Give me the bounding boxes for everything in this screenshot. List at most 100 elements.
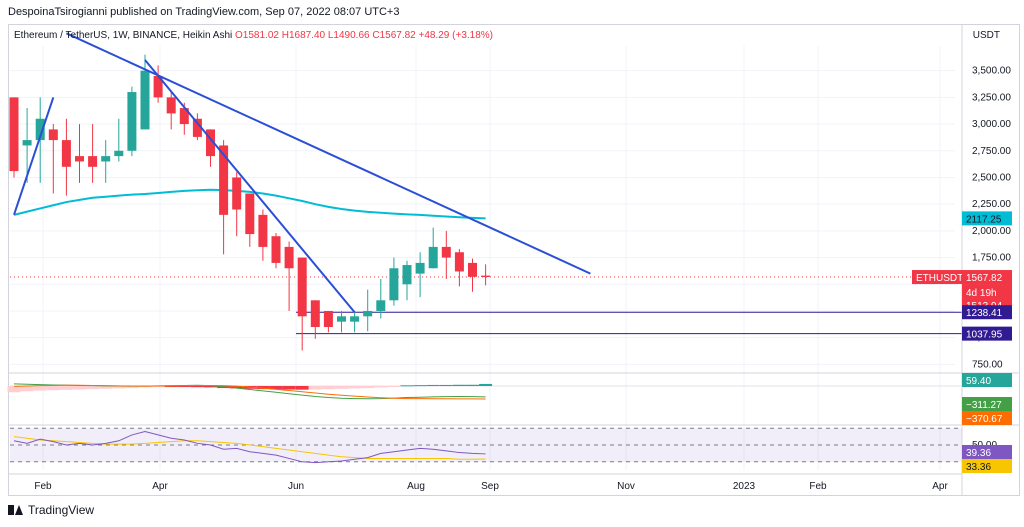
ema-value-badge-bg <box>962 211 1012 226</box>
legend-ohlc: O1581.02 H1687.40 L1490.66 C1567.82 +48.… <box>235 30 493 41</box>
candle-body <box>428 246 438 269</box>
macd-histogram-bar <box>295 386 309 390</box>
macd-histogram-bar <box>387 386 401 387</box>
macd-histogram-bar <box>308 386 322 390</box>
trendline <box>144 59 356 313</box>
macd-histogram-bar <box>321 386 335 390</box>
price-tick-label: 2,250.00 <box>972 199 1011 210</box>
macd-signal-line <box>13 384 486 400</box>
macd-histogram-bar <box>269 386 283 390</box>
chart-frame <box>8 24 1020 496</box>
macd-histogram-bar <box>439 384 453 386</box>
ticker-badge-bg <box>912 270 962 285</box>
macd-histogram-bar <box>86 386 100 390</box>
candle-body <box>153 76 163 98</box>
rsi-ma-badge: 33.36 <box>966 462 991 473</box>
candle-body <box>441 246 451 258</box>
time-tick-label: Apr <box>932 481 948 492</box>
candle-body <box>402 265 412 285</box>
candle-body <box>337 316 346 322</box>
level2-badge: 1037.95 <box>966 330 1003 341</box>
currency-label: USDT <box>972 30 1000 41</box>
macd-histogram-bar <box>177 386 191 388</box>
time-tick-label: Nov <box>617 481 635 492</box>
macd-histogram-bar <box>452 384 466 386</box>
price-badge-bg <box>962 270 1012 285</box>
macd-signal-badge-bg <box>962 411 1012 425</box>
candle-body <box>350 316 360 322</box>
candle-body <box>271 236 281 263</box>
price-tick-label: 3,250.00 <box>972 92 1011 103</box>
macd-histogram-bar <box>99 386 113 389</box>
candle-body <box>179 108 189 125</box>
time-tick-label: 2023 <box>733 481 756 492</box>
candle-body <box>35 118 45 141</box>
level1-badge-bg <box>962 305 1012 320</box>
candle-body <box>245 193 255 235</box>
candle-body <box>48 129 58 141</box>
publish-info: DespoinaTsirogianni published on Trading… <box>8 6 400 18</box>
trendline <box>13 97 55 216</box>
time-tick-label: Feb <box>809 481 827 492</box>
price-tick-label: 3,000.00 <box>972 119 1011 130</box>
legend-symbol: Ethereum / TetherUS, 1W, BINANCE, Heikin… <box>14 30 233 41</box>
rsi-ma-badge-bg <box>962 459 1012 473</box>
macd-histogram-bar <box>256 386 270 390</box>
macd-histogram-bar <box>190 386 204 388</box>
rsi-badge-bg <box>962 445 1012 459</box>
macd-histogram-bar <box>413 385 427 387</box>
candle-body <box>22 140 32 146</box>
macd-histogram-bar <box>204 386 217 388</box>
trendline <box>65 32 591 275</box>
macd-histogram-bar <box>466 384 479 386</box>
ema-line <box>13 188 486 220</box>
candle-body <box>9 97 19 172</box>
candle-body <box>140 70 150 130</box>
macd-histogram-bar <box>361 386 375 389</box>
price-tick-label: 2,500.00 <box>972 172 1011 183</box>
candle-body <box>114 150 124 157</box>
level1-badge: 1238.41 <box>966 308 1003 319</box>
macd-histogram-bar <box>7 386 21 393</box>
time-tick-label: Sep <box>481 481 499 492</box>
macd-histogram-bar <box>151 386 165 388</box>
time-tick-label: Feb <box>34 481 52 492</box>
chart-legend: Ethereum / TetherUS, 1W, BINANCE, Heikin… <box>14 30 493 41</box>
tradingview-wordmark: TradingView <box>28 503 95 517</box>
candle-body <box>192 118 202 137</box>
candle-body <box>166 97 176 114</box>
price-tick-label: 2,750.00 <box>972 146 1011 157</box>
ema-value-badge: 2117.25 <box>966 214 1002 225</box>
macd-histogram-bar <box>164 386 178 388</box>
macd-histogram-bar <box>46 386 60 391</box>
candle-body <box>206 129 215 157</box>
macd-line-badge-bg <box>962 397 1012 411</box>
candle-body <box>481 275 491 278</box>
candle-body <box>363 310 373 317</box>
macd-histogram-bar <box>73 386 86 390</box>
tradingview-footer[interactable]: TradingView <box>8 503 94 517</box>
price-tick-label: 2,000.00 <box>972 226 1011 237</box>
candle-body <box>297 257 307 317</box>
candle-body <box>415 262 425 274</box>
rsi-badge: 39.36 <box>966 448 991 459</box>
macd-signal-badge: −370.67 <box>966 414 1003 425</box>
time-tick-label: Jun <box>288 481 304 492</box>
ticker-badge: ETHUSDT <box>916 273 963 284</box>
rsi-line <box>13 431 486 464</box>
macd-histogram-bar <box>59 386 73 390</box>
macd-line-badge: −311.27 <box>966 400 1002 411</box>
macd-histogram-bar <box>112 386 126 389</box>
tradingview-logo-icon <box>8 505 23 515</box>
candle-body <box>258 214 268 247</box>
candle-body <box>468 262 477 277</box>
candle-body <box>232 177 242 210</box>
macd-histogram-bar <box>20 386 34 392</box>
candle-body <box>284 246 294 269</box>
candle-body <box>376 300 386 311</box>
macd-hist-badge-bg <box>962 373 1012 387</box>
rsi-ma-line <box>13 436 486 460</box>
macd-histogram-bar <box>125 386 139 389</box>
candle-body <box>88 156 98 167</box>
